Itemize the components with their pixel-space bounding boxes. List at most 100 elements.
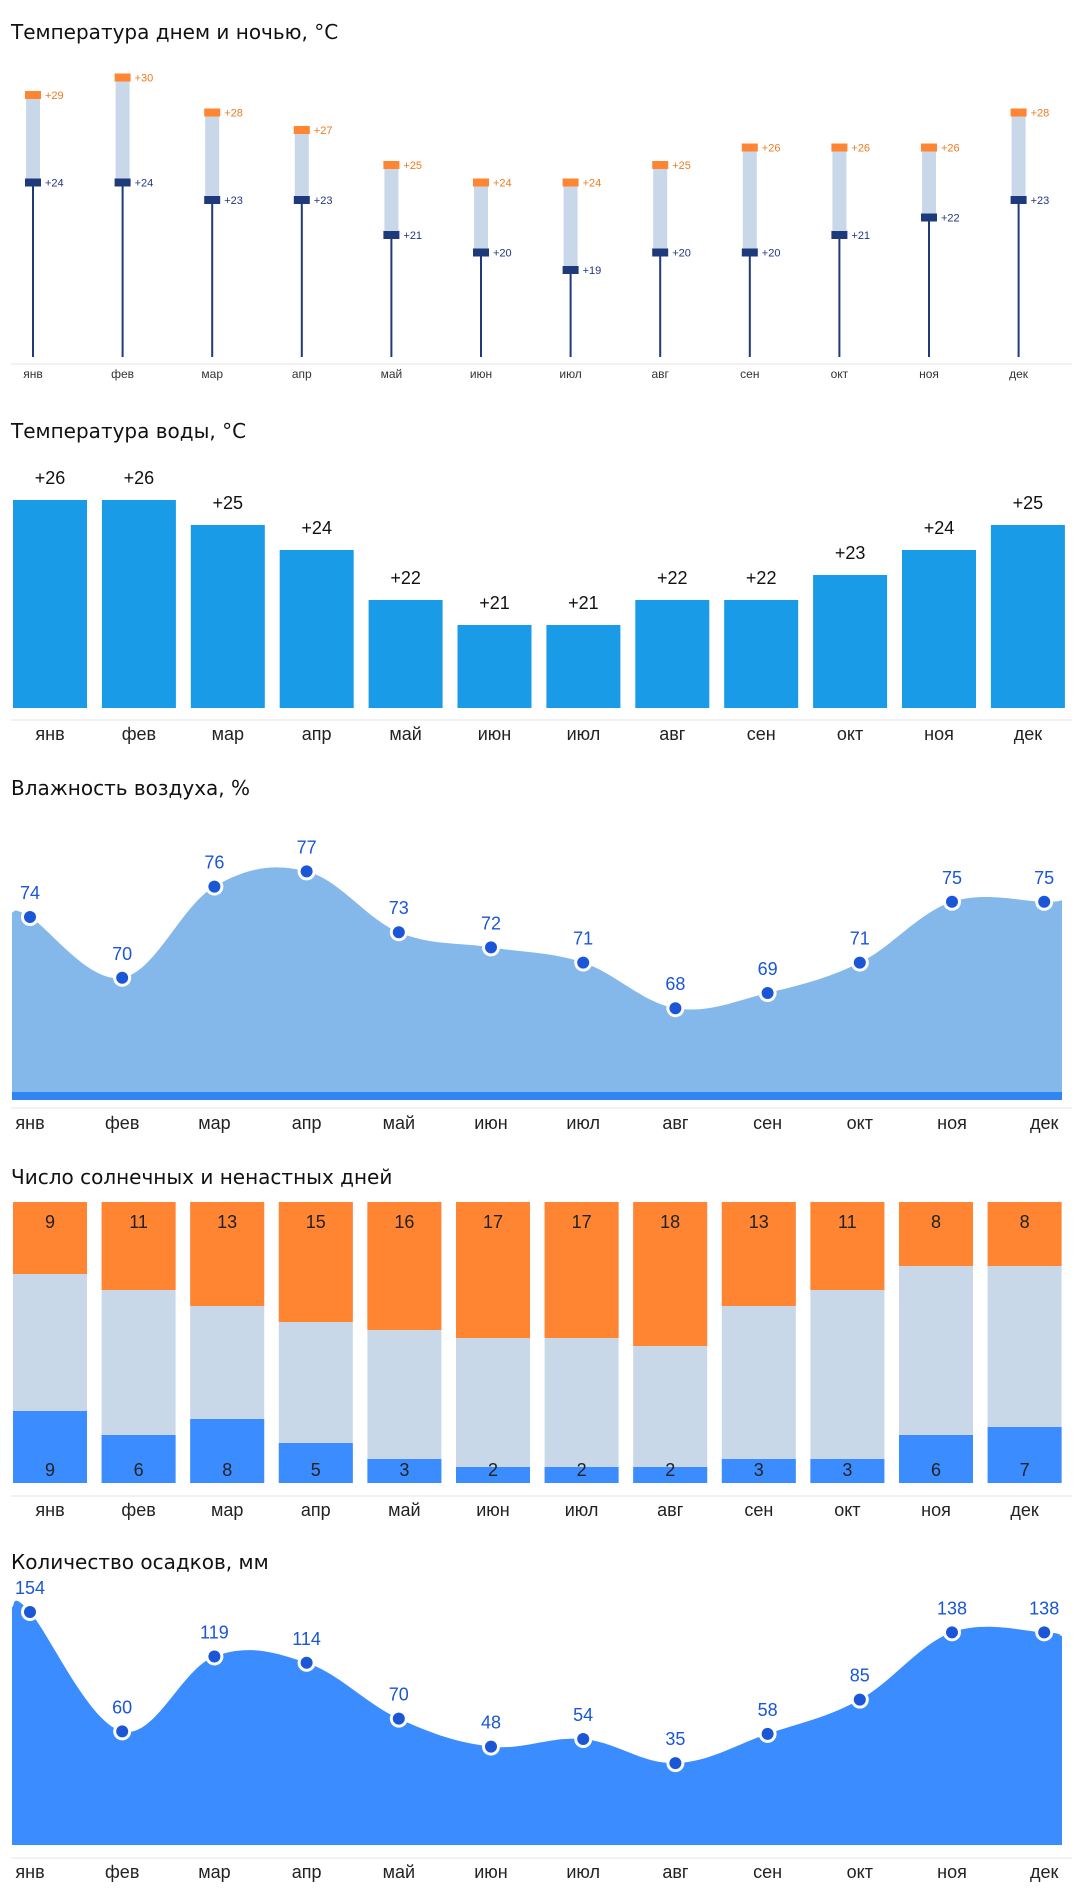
precipitation-value-label: 35 — [665, 1729, 685, 1749]
rainy-days-label: 6 — [931, 1460, 941, 1480]
sunny-days-label: 17 — [483, 1212, 503, 1232]
night-temp-label: +23 — [224, 195, 243, 207]
precipitation-area — [12, 1600, 1062, 1845]
precipitation-value-label: 119 — [200, 1622, 229, 1642]
month-label: янв — [15, 1113, 44, 1133]
precipitation-value-label: 114 — [292, 1629, 321, 1649]
precipitation-point — [300, 1656, 313, 1669]
precipitation-value-label: 48 — [481, 1713, 501, 1733]
rainy-days-bar — [278, 1443, 353, 1483]
temp-range-bar — [922, 147, 936, 218]
sunny-days-label: 13 — [217, 1212, 237, 1232]
precipitation-title: Количество осадков, мм — [11, 1550, 269, 1574]
night-temp-marker — [741, 248, 758, 257]
day-temp-label: +28 — [1031, 108, 1050, 120]
water-temp-bar — [457, 625, 532, 708]
water-temp-bar — [13, 500, 87, 708]
temp-range-bar — [742, 147, 757, 253]
month-label: фев — [122, 724, 156, 744]
rainy-days-bar — [101, 1435, 176, 1483]
month-label: авг — [659, 724, 686, 744]
water-temp-bar — [813, 575, 888, 708]
humidity-point — [1038, 895, 1051, 908]
month-label: окт — [847, 1113, 873, 1133]
humidity-value-label: 69 — [758, 959, 778, 979]
humidity-point — [853, 956, 866, 969]
month-label: янв — [35, 724, 64, 744]
water-temp-bar — [546, 625, 621, 708]
temp-range-bar — [474, 182, 488, 253]
day-temp-label: +28 — [224, 108, 243, 120]
humidity-value-label: 72 — [481, 913, 501, 933]
rainy-days-bar — [721, 1459, 796, 1483]
rainy-days-label: 9 — [45, 1460, 55, 1480]
night-temp-marker — [831, 231, 848, 239]
water-temp-bar — [635, 600, 710, 708]
temp-range-bar — [115, 77, 130, 183]
sunny-days-bar — [544, 1202, 619, 1338]
water-temp-label: +25 — [1013, 493, 1044, 513]
month-label: фев — [105, 1862, 139, 1882]
rainy-days-bar — [987, 1427, 1062, 1483]
precipitation-value-label: 70 — [389, 1685, 409, 1705]
sunny-days-label: 8 — [1020, 1212, 1030, 1232]
month-label: июн — [476, 1500, 510, 1520]
night-temp-marker — [921, 213, 937, 222]
day-temp-label: +24 — [583, 178, 602, 190]
precipitation-point — [392, 1712, 405, 1725]
night-temp-label: +24 — [45, 178, 64, 190]
rainy-days-label: 3 — [754, 1460, 764, 1480]
month-label: ноя — [919, 367, 939, 381]
sunny-days-title: Число солнечных и ненастных дней — [11, 1165, 393, 1189]
month-label: июн — [478, 724, 512, 744]
month-label: фев — [121, 1500, 155, 1520]
night-temp-label: +24 — [135, 178, 154, 190]
night-temp-label: +19 — [583, 265, 602, 277]
month-label: сен — [740, 367, 759, 381]
month-label: июн — [474, 1113, 508, 1133]
month-label: май — [383, 1862, 415, 1882]
sunny-days-label: 15 — [306, 1212, 326, 1232]
water-temp-bar — [368, 600, 443, 708]
day-night-temp-title: Температура днем и ночью, °С — [11, 20, 339, 44]
water-temp-label: +25 — [213, 493, 244, 513]
sunny-days-bar — [899, 1202, 973, 1266]
humidity-value-label: 77 — [297, 837, 317, 857]
sunny-days-label: 8 — [931, 1212, 941, 1232]
night-temp-marker — [204, 196, 221, 204]
night-temp-label: +20 — [762, 248, 781, 260]
rainy-days-label: 2 — [488, 1460, 498, 1480]
month-label: сен — [753, 1862, 782, 1882]
rainy-days-bar — [13, 1411, 87, 1483]
month-label: окт — [837, 724, 863, 744]
day-night-temp-chart: +29 +24 янв +30 +24 фев +28 +23 мар +27 +23 апр +25 +… — [11, 73, 1072, 381]
precipitation-point — [485, 1740, 497, 1753]
month-label: май — [388, 1500, 420, 1520]
sunny-days-bar — [456, 1202, 530, 1338]
night-temp-marker — [562, 266, 579, 274]
precipitation-value-label: 58 — [758, 1700, 778, 1720]
sunny-days-label: 17 — [572, 1212, 592, 1232]
month-label: дек — [1030, 1862, 1059, 1882]
month-label: мар — [212, 724, 244, 744]
night-temp-marker — [383, 231, 400, 239]
water-temp-bar — [101, 500, 176, 708]
sunny-days-label: 11 — [129, 1212, 148, 1232]
month-label: сен — [747, 724, 776, 744]
temp-range-bar — [384, 165, 399, 235]
month-label: янв — [35, 1500, 64, 1520]
rainy-days-label: 7 — [1020, 1460, 1030, 1480]
rainy-days-label: 5 — [311, 1460, 321, 1480]
precipitation-value-label: 85 — [850, 1666, 870, 1686]
month-label: апр — [301, 1500, 331, 1520]
sunny-days-label: 16 — [394, 1212, 414, 1232]
precipitation-point — [1038, 1626, 1051, 1639]
day-temp-marker — [562, 178, 579, 187]
precipitation-point — [853, 1693, 866, 1706]
water-temp-bar — [190, 525, 265, 708]
precipitation-point — [669, 1757, 682, 1770]
month-label: июл — [565, 1500, 599, 1520]
sunny-days-label: 18 — [660, 1212, 680, 1232]
